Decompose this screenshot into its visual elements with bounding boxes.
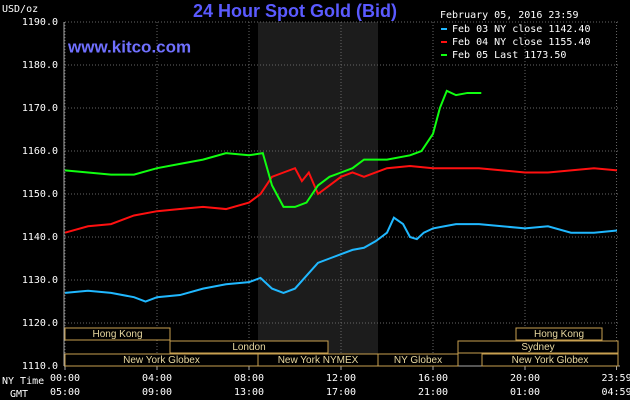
session-box — [64, 327, 171, 341]
session-label: London — [232, 342, 265, 353]
price-line — [64, 216, 618, 303]
y-tick-label: 1130.0 — [22, 275, 58, 286]
y-tick-label: 1180.0 — [22, 60, 58, 71]
timestamp: February 05, 2016 23:59 — [440, 10, 578, 21]
gmt-tick-label: 09:00 — [142, 387, 172, 398]
session-label: Hong Kong — [92, 329, 142, 340]
session-label: Sydney — [521, 342, 554, 353]
chart-title: 24 Hour Spot Gold (Bid) — [193, 1, 397, 21]
x-row-label: NY Time — [2, 376, 44, 387]
session-label: NY Globex — [394, 355, 442, 366]
x-tick-label: 12:00 — [326, 373, 356, 384]
legend-label: Feb 03 NY close 1142.40 — [452, 24, 590, 35]
price-line — [64, 165, 618, 234]
y-axis-label: USD/oz — [2, 4, 38, 15]
site: www.kitco.com — [67, 37, 191, 56]
session-box — [481, 353, 619, 367]
session-label: New York NYMEX — [278, 355, 359, 366]
x-tick-label: 23:59 — [601, 373, 630, 384]
session-box — [515, 327, 603, 341]
session-label: New York Globex — [512, 355, 589, 366]
x-tick-label: 16:00 — [418, 373, 448, 384]
y-tick-label: 1150.0 — [22, 189, 58, 200]
price-line — [64, 89, 482, 208]
gmt-tick-label: 17:00 — [326, 387, 356, 398]
legend-label: Feb 05 Last 1173.50 — [452, 50, 566, 61]
y-tick-label: 1140.0 — [22, 232, 58, 243]
gmt-tick-label: 13:00 — [234, 387, 264, 398]
gmt-tick-label: 01:00 — [510, 387, 540, 398]
y-tick-label: 1120.0 — [22, 318, 58, 329]
legend-label: Feb 04 NY close 1155.40 — [452, 37, 590, 48]
y-tick-label: 1160.0 — [22, 146, 58, 157]
x-tick-label: 04:00 — [142, 373, 172, 384]
session-label: New York Globex — [123, 355, 200, 366]
y-tick-label: 1170.0 — [22, 103, 58, 114]
gmt-tick-label: 21:00 — [418, 387, 448, 398]
session-box — [169, 340, 329, 354]
gmt-tick-label: 05:00 — [50, 387, 80, 398]
x-tick-label: 20:00 — [510, 373, 540, 384]
x-row-label: GMT — [10, 389, 28, 400]
x-tick-label: 00:00 — [50, 373, 80, 384]
gmt-tick-label: 04:59 — [601, 387, 630, 398]
x-tick-label: 08:00 — [234, 373, 264, 384]
session-box — [377, 353, 459, 367]
y-tick-label: 1110.0 — [22, 361, 58, 372]
session-box — [457, 340, 619, 354]
y-tick-label: 1190.0 — [22, 17, 58, 28]
session-label: Hong Kong — [534, 329, 584, 340]
